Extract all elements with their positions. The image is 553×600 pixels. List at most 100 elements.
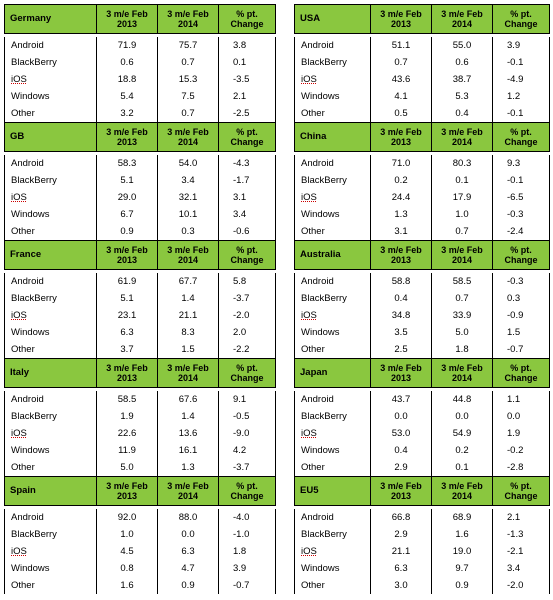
col-header-change: % pt. Change: [492, 358, 550, 388]
col-header-2014: 3 m/e Feb 2014: [431, 476, 493, 506]
region-header: France 3 m/e Feb 2013 3 m/e Feb 2014% pt. …: [4, 240, 276, 270]
col-header-2013: 3 m/e Feb 2013: [370, 240, 432, 270]
value-2013: 92.0: [96, 509, 158, 526]
table-row: Android 58.3 54.0 -4.3: [4, 155, 276, 172]
os-name: Windows: [294, 442, 371, 459]
table-row: Other 0.5 0.4 -0.1: [294, 105, 550, 123]
col-header-2013: 3 m/e Feb 2013: [96, 476, 158, 506]
col-header-2014: 3 m/e Feb 2014: [431, 358, 493, 388]
os-name: BlackBerry: [4, 172, 97, 189]
value-2014: 3.4: [157, 172, 219, 189]
value-change: 9.3: [492, 155, 550, 172]
col-header-2013: 3 m/e Feb 2013: [370, 4, 432, 34]
value-2014: 0.3: [157, 223, 219, 241]
value-change: 3.4: [492, 560, 550, 577]
region-header: EU5 3 m/e Feb 2013 3 m/e Feb 2014% pt. Cha…: [294, 476, 550, 506]
value-2013: 0.9: [96, 223, 158, 241]
os-name: Android: [4, 273, 97, 290]
os-name: Other: [294, 341, 371, 359]
value-2014: 17.9: [431, 189, 493, 206]
value-2013: 3.7: [96, 341, 158, 359]
table-row: Windows 3.5 5.0 1.5: [294, 324, 550, 341]
col-header-2014: 3 m/e Feb 2014: [157, 122, 219, 152]
value-change: -4.0: [218, 509, 276, 526]
value-change: -4.3: [218, 155, 276, 172]
table-row: Other 2.9 0.1 -2.8: [294, 459, 550, 477]
value-change: -2.0: [492, 577, 550, 594]
col-header-2013: 3 m/e Feb 2013: [370, 476, 432, 506]
os-name: BlackBerry: [4, 526, 97, 543]
value-2014: 58.5: [431, 273, 493, 290]
value-2013: 58.8: [370, 273, 432, 290]
value-2013: 0.6: [96, 54, 158, 71]
value-2014: 1.8: [431, 341, 493, 359]
col-header-2014: 3 m/e Feb 2014: [431, 240, 493, 270]
value-change: -9.0: [218, 425, 276, 442]
value-2013: 1.9: [96, 408, 158, 425]
col-header-change: % pt. Change: [218, 240, 276, 270]
value-change: -3.5: [218, 71, 276, 88]
os-name: Other: [4, 577, 97, 594]
value-2014: 55.0: [431, 37, 493, 54]
table-row: BlackBerry 0.4 0.7 0.3: [294, 290, 550, 307]
os-name: Windows: [294, 206, 371, 223]
value-change: -0.3: [492, 206, 550, 223]
value-2014: 5.0: [431, 324, 493, 341]
value-change: 5.8: [218, 273, 276, 290]
table-row: iOS 29.0 32.1 3.1: [4, 189, 276, 206]
value-2014: 0.2: [431, 442, 493, 459]
value-change: -0.1: [492, 172, 550, 189]
region-header: Australia 3 m/e Feb 2013 3 m/e Feb 2014% p…: [294, 240, 550, 270]
value-2014: 1.6: [431, 526, 493, 543]
value-2014: 1.4: [157, 408, 219, 425]
value-2014: 54.0: [157, 155, 219, 172]
value-change: -3.7: [218, 290, 276, 307]
os-name: Android: [4, 391, 97, 408]
value-2013: 2.9: [370, 459, 432, 477]
value-2014: 0.7: [431, 290, 493, 307]
value-2013: 1.6: [96, 577, 158, 594]
value-change: -3.7: [218, 459, 276, 477]
col-header-change: % pt. Change: [492, 476, 550, 506]
value-change: -2.0: [218, 307, 276, 324]
value-2014: 5.3: [431, 88, 493, 105]
region-header: Spain 3 m/e Feb 2013 3 m/e Feb 2014% pt. C…: [4, 476, 276, 506]
value-2013: 71.0: [370, 155, 432, 172]
value-change: 0.3: [492, 290, 550, 307]
table-row: Windows 6.3 8.3 2.0: [4, 324, 276, 341]
value-2014: 0.6: [431, 54, 493, 71]
col-header-2013: 3 m/e Feb 2013: [370, 122, 432, 152]
value-2014: 9.7: [431, 560, 493, 577]
value-2014: 0.9: [157, 577, 219, 594]
value-change: 3.1: [218, 189, 276, 206]
col-header-change: % pt. Change: [218, 122, 276, 152]
col-header-2014: 3 m/e Feb 2014: [157, 476, 219, 506]
value-2014: 38.7: [431, 71, 493, 88]
left-table: Germany 3 m/e Feb 2013 3 m/e Feb 2014% pt.…: [4, 4, 276, 594]
value-2013: 1.0: [96, 526, 158, 543]
value-2013: 71.9: [96, 37, 158, 54]
table-row: Windows 6.3 9.7 3.4: [294, 560, 550, 577]
table-row: BlackBerry 0.0 0.0 0.0: [294, 408, 550, 425]
table-row: Android 71.0 80.3 9.3: [294, 155, 550, 172]
value-change: 9.1: [218, 391, 276, 408]
table-row: iOS 18.8 15.3 -3.5: [4, 71, 276, 88]
table-row: BlackBerry 0.6 0.7 0.1: [4, 54, 276, 71]
table-row: BlackBerry 5.1 3.4 -1.7: [4, 172, 276, 189]
region-header: USA 3 m/e Feb 2013 3 m/e Feb 2014% pt. Cha…: [294, 4, 550, 34]
value-change: -1.7: [218, 172, 276, 189]
table-row: Android 51.1 55.0 3.9: [294, 37, 550, 54]
os-name: Other: [294, 223, 371, 241]
value-change: 4.2: [218, 442, 276, 459]
col-header-change: % pt. Change: [492, 4, 550, 34]
value-2014: 33.9: [431, 307, 493, 324]
value-change: 1.1: [492, 391, 550, 408]
value-2013: 34.8: [370, 307, 432, 324]
region-header: China 3 m/e Feb 2013 3 m/e Feb 2014% pt. C…: [294, 122, 550, 152]
os-name: Other: [4, 341, 97, 359]
table-row: Android 71.9 75.7 3.8: [4, 37, 276, 54]
region-header: Italy 3 m/e Feb 2013 3 m/e Feb 2014% pt. C…: [4, 358, 276, 388]
col-header-change: % pt. Change: [492, 240, 550, 270]
table-row: BlackBerry 1.9 1.4 -0.5: [4, 408, 276, 425]
os-name: Windows: [4, 206, 97, 223]
